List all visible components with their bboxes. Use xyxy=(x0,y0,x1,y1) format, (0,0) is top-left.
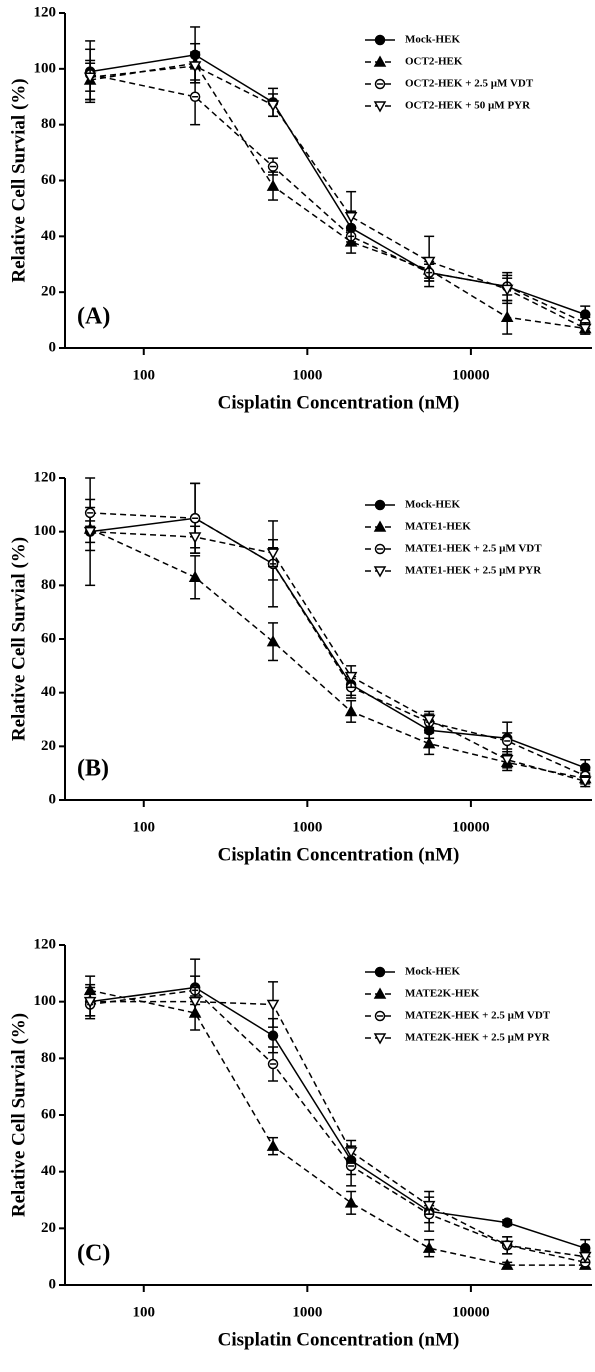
marker xyxy=(578,776,592,788)
legend-label: OCT2-HEK xyxy=(405,56,463,68)
x-axis-title: Cisplatin Concentration (nM) xyxy=(218,392,460,413)
legend-marker xyxy=(373,566,387,578)
y-tick-label: 100 xyxy=(34,60,57,76)
legend-label: OCT2-HEK + 2.5 µM VDT xyxy=(405,78,534,90)
x-tick-label: 10000 xyxy=(452,367,490,383)
marker xyxy=(422,1200,436,1213)
y-axis-title: Relative Cell Survial (%) xyxy=(8,537,29,741)
x-tick-label: 1000 xyxy=(292,819,322,835)
y-axis-title: Relative Cell Survial (%) xyxy=(8,78,29,282)
marker xyxy=(344,1196,358,1208)
legend-marker xyxy=(374,34,386,46)
x-tick-label: 10000 xyxy=(452,819,490,835)
legend-label: MATE2K-HEK + 2.5 µM PYR xyxy=(405,1032,551,1044)
legend-label: OCT2-HEK + 50 µM PYR xyxy=(405,100,531,112)
y-tick-label: 100 xyxy=(34,523,57,539)
y-axis-title: Relative Cell Survial (%) xyxy=(8,1013,29,1217)
marker xyxy=(500,284,514,296)
marker xyxy=(344,671,358,684)
series-line xyxy=(90,517,586,769)
x-tick-label: 1000 xyxy=(292,367,322,383)
marker xyxy=(266,100,280,112)
marker xyxy=(266,548,280,560)
x-tick-label: 100 xyxy=(133,1304,156,1320)
x-tick-label: 100 xyxy=(133,819,156,835)
marker xyxy=(422,714,436,727)
marker xyxy=(188,61,202,73)
series-line xyxy=(90,986,586,1249)
y-tick-label: 80 xyxy=(41,577,56,593)
y-tick-label: 0 xyxy=(49,791,57,807)
marker xyxy=(501,1217,513,1228)
marker xyxy=(83,526,97,539)
legend-label: MATE1-HEK + 2.5 µM VDT xyxy=(405,543,542,555)
marker xyxy=(188,996,202,1009)
legend-label: MATE2K-HEK xyxy=(405,988,480,1000)
x-axis-title: Cisplatin Concentration (nM) xyxy=(218,844,460,865)
panel: 0 20 40 60 80 100 120 100 1000 10000 Cisplatin Con… xyxy=(8,4,592,413)
y-tick-label: 100 xyxy=(34,993,57,1009)
marker xyxy=(422,1241,436,1253)
legend-marker xyxy=(373,1033,387,1045)
x-tick-label: 100 xyxy=(133,367,156,383)
marker xyxy=(422,256,436,269)
legend-marker xyxy=(373,55,387,67)
legend-marker xyxy=(373,101,387,113)
y-tick-label: 80 xyxy=(41,116,56,132)
panel: 0 20 40 60 80 100 120 100 1000 10000 Cisplatin Con… xyxy=(8,469,592,865)
y-tick-label: 40 xyxy=(41,228,56,244)
marker xyxy=(344,704,358,717)
y-tick-label: 40 xyxy=(41,684,56,700)
y-tick-label: 80 xyxy=(41,1050,56,1066)
y-tick-label: 60 xyxy=(41,172,56,188)
legend-label: Mock-HEK xyxy=(405,499,460,511)
marker xyxy=(578,1251,592,1264)
marker xyxy=(500,1240,514,1252)
marker xyxy=(266,1139,280,1151)
marker xyxy=(500,310,514,323)
legend-marker xyxy=(374,499,386,511)
marker xyxy=(267,1030,279,1041)
legend-label: Mock-HEK xyxy=(405,34,460,46)
x-tick-label: 10000 xyxy=(452,1304,490,1320)
legend-marker xyxy=(373,520,387,532)
y-tick-label: 0 xyxy=(49,339,57,355)
marker xyxy=(422,737,436,749)
panel-label: (A) xyxy=(77,304,110,330)
marker xyxy=(266,999,280,1012)
marker xyxy=(83,72,97,84)
x-tick-label: 1000 xyxy=(292,1304,322,1320)
y-tick-label: 20 xyxy=(41,1220,56,1236)
marker xyxy=(83,996,97,1009)
y-tick-label: 20 xyxy=(41,284,56,300)
marker xyxy=(188,570,202,583)
marker xyxy=(500,755,514,767)
y-tick-label: 20 xyxy=(41,738,56,754)
marker xyxy=(266,635,280,647)
legend-label: MATE2K-HEK + 2.5 µM VDT xyxy=(405,1010,551,1022)
panel-label: (B) xyxy=(77,756,109,782)
y-tick-label: 0 xyxy=(49,1276,57,1292)
y-tick-label: 60 xyxy=(41,630,56,646)
y-tick-label: 120 xyxy=(34,469,57,485)
marker xyxy=(500,1258,514,1270)
marker xyxy=(266,179,280,191)
y-tick-label: 120 xyxy=(34,4,57,20)
panel: 0 20 40 60 80 100 120 100 1000 10000 Cisplatin Con… xyxy=(8,936,592,1350)
y-tick-label: 60 xyxy=(41,1106,56,1122)
legend-marker xyxy=(374,966,386,978)
y-tick-label: 120 xyxy=(34,936,57,952)
legend-label: MATE1-HEK xyxy=(405,521,471,533)
marker xyxy=(344,1147,358,1159)
marker xyxy=(344,212,358,224)
x-axis-title: Cisplatin Concentration (nM) xyxy=(218,1329,460,1350)
marker xyxy=(578,323,592,336)
legend-marker xyxy=(373,987,387,999)
panel-label: (C) xyxy=(77,1241,110,1267)
marker xyxy=(188,532,202,544)
legend-label: MATE1-HEK + 2.5 µM PYR xyxy=(405,565,542,577)
legend-label: Mock-HEK xyxy=(405,966,460,978)
y-tick-label: 40 xyxy=(41,1163,56,1179)
